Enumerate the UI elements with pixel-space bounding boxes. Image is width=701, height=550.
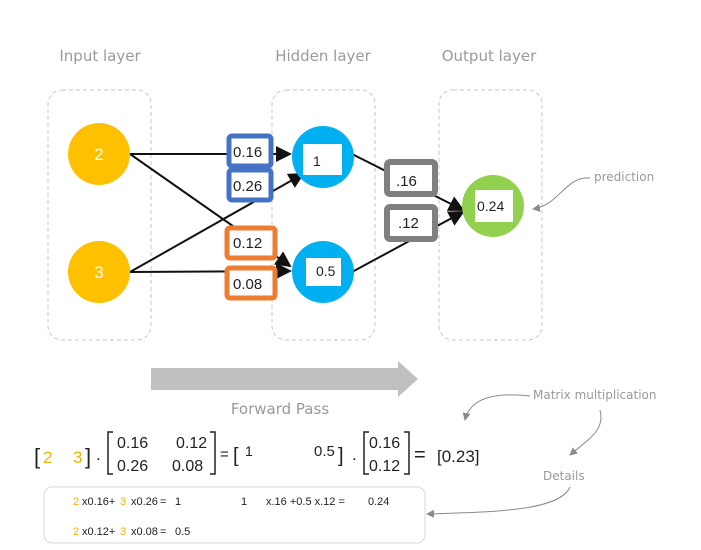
details-arrow bbox=[426, 486, 571, 518]
hidden-layer-title: Hidden layer bbox=[275, 47, 371, 65]
detail-row2-f: 0.5 bbox=[175, 526, 190, 538]
input-node-2 bbox=[68, 241, 130, 303]
detail-row1-c: 3 bbox=[120, 496, 126, 508]
eq-input-b: 3 bbox=[73, 448, 82, 467]
weight-box-5 bbox=[384, 159, 438, 197]
detail-row2-c: 3 bbox=[120, 526, 126, 538]
forward-pass-label: Forward Pass bbox=[231, 400, 329, 418]
matrix-multiplication-label: Matrix multiplication bbox=[533, 388, 657, 402]
eq-final-result: [0.23] bbox=[437, 447, 480, 466]
input-layer-title: Input layer bbox=[59, 47, 141, 65]
detail-row3-c: 0.24 bbox=[368, 496, 389, 508]
matrix-m21: 0.26 bbox=[117, 458, 148, 475]
eq-dot-1: . bbox=[96, 445, 101, 464]
output-layer-title: Output layer bbox=[442, 47, 537, 65]
detail-row2-b: x0.12+ bbox=[82, 526, 115, 538]
output-node-value: 0.24 bbox=[477, 198, 504, 214]
matrix-m11: 0.16 bbox=[117, 435, 148, 452]
detail-row3-b: x.16 +0.5 x.12 = bbox=[266, 496, 345, 508]
eq-close-bracket: ] bbox=[85, 444, 91, 469]
input-node-1-value: 2 bbox=[94, 145, 103, 164]
vector-v2: 0.12 bbox=[369, 458, 400, 475]
details-label: Details bbox=[543, 469, 585, 483]
eq-open-bracket: [ bbox=[34, 444, 40, 469]
detail-row2-a: 2 bbox=[73, 526, 79, 538]
forward-pass-arrow bbox=[151, 361, 418, 397]
detail-row1-f: 1 bbox=[175, 496, 181, 508]
matrix-right-bracket bbox=[210, 431, 216, 475]
eq-equals-1: = bbox=[220, 446, 229, 463]
weight-1-value: 0.16 bbox=[233, 144, 262, 161]
output-node-label-bg bbox=[475, 190, 513, 222]
detail-row2-e: = bbox=[160, 526, 166, 538]
eq-equals-2: = bbox=[414, 444, 426, 466]
output-layer-box bbox=[438, 89, 543, 341]
eq-res-close: ] bbox=[338, 445, 344, 467]
eq-input-a: 2 bbox=[43, 448, 52, 467]
detail-row3-a: 1 bbox=[241, 496, 247, 508]
details-box bbox=[43, 486, 426, 544]
detail-row1-e: = bbox=[160, 496, 166, 508]
edge-in2-h1 bbox=[129, 173, 305, 273]
matrix-equation: [ 2 3 ] . 0.16 0.12 0.26 0.08 = [ 1 0.5 … bbox=[34, 431, 480, 475]
weight-box-6 bbox=[384, 204, 438, 242]
eq-dot-2: . bbox=[352, 445, 357, 464]
hidden-layer-box bbox=[271, 89, 376, 341]
vector-left-bracket bbox=[363, 431, 369, 475]
weight-box-2 bbox=[226, 167, 274, 203]
input-node-2-value: 3 bbox=[94, 263, 103, 282]
weight-3-value: 0.12 bbox=[233, 235, 262, 252]
weight-6-value: .12 bbox=[398, 215, 419, 232]
prediction-label: prediction bbox=[594, 170, 654, 184]
detail-row2-d: x0.08 bbox=[131, 526, 158, 538]
hidden-node-2-label-bg bbox=[306, 258, 341, 286]
weight-4-value: 0.08 bbox=[233, 276, 262, 293]
input-layer-box bbox=[47, 89, 152, 341]
hidden-node-1-value: 1 bbox=[313, 153, 321, 169]
matrix-mult-arrow bbox=[462, 394, 531, 421]
matrix-m12: 0.12 bbox=[176, 435, 207, 452]
eq-res-b: 0.5 bbox=[314, 443, 335, 460]
weight-box-1 bbox=[226, 133, 274, 169]
weight-2-value: 0.26 bbox=[233, 178, 262, 195]
weight-box-4 bbox=[224, 265, 278, 301]
eq-res-a: 1 bbox=[245, 443, 253, 459]
input-node-1 bbox=[68, 123, 130, 185]
weight-box-3 bbox=[224, 225, 278, 261]
detail-row1-a: 2 bbox=[73, 496, 79, 508]
matrix-left-bracket bbox=[107, 431, 113, 475]
hidden-node-2-value: 0.5 bbox=[316, 263, 336, 279]
detail-row1-b: x0.16+ bbox=[82, 496, 115, 508]
detail-row1-d: x0.26 bbox=[131, 496, 158, 508]
matrix-m22: 0.08 bbox=[172, 458, 203, 475]
prediction-arrow bbox=[532, 177, 591, 212]
vector-right-bracket bbox=[404, 431, 410, 475]
weight-5-value: .16 bbox=[396, 173, 417, 190]
hidden-node-1-label-bg bbox=[303, 144, 342, 175]
matrix-mult-to-details-arrow bbox=[569, 409, 602, 456]
eq-res-open: [ bbox=[233, 445, 239, 467]
vector-v1: 0.16 bbox=[369, 435, 400, 452]
